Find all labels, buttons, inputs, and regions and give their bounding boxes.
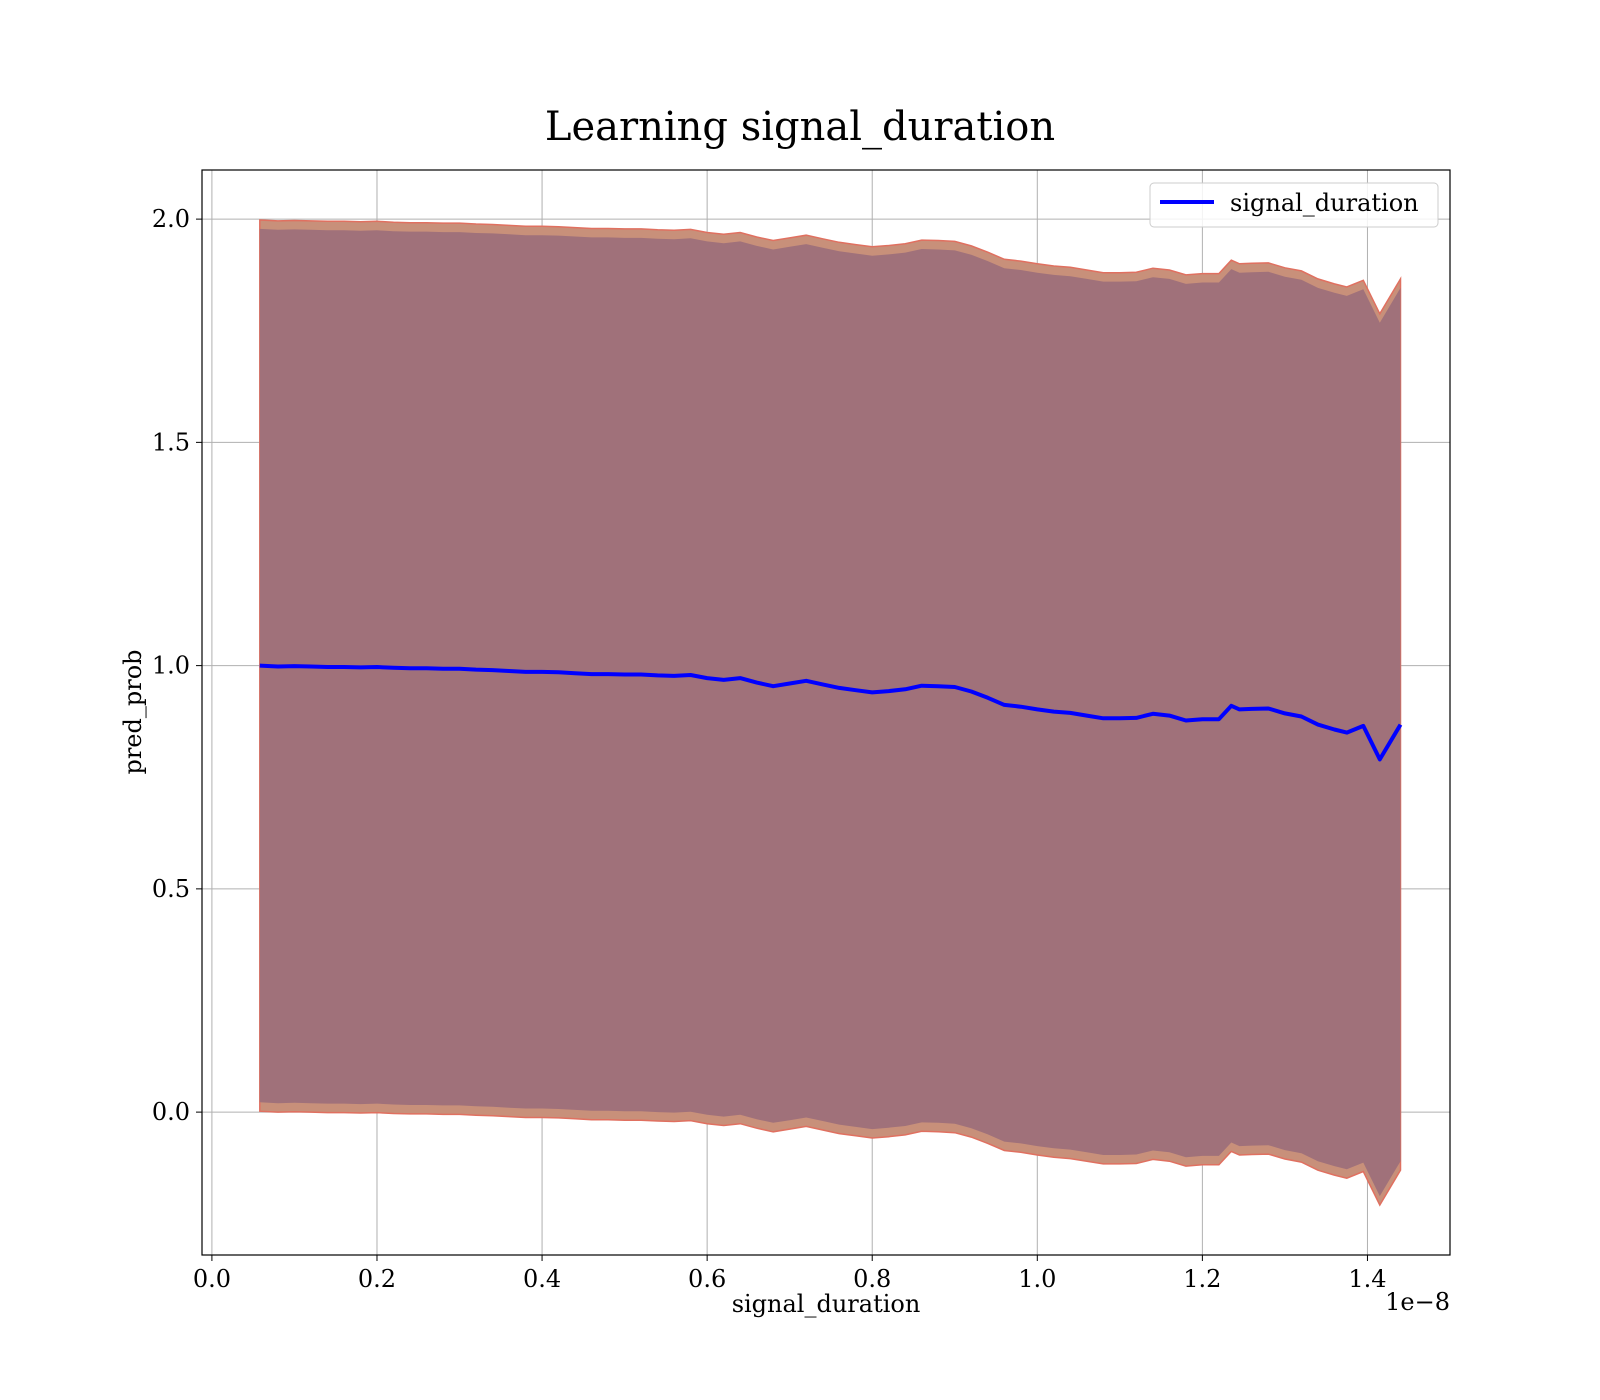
- legend: signal_duration: [1149, 182, 1439, 228]
- confidence-band: [259, 219, 1402, 1207]
- series-line-layer: [259, 663, 1403, 762]
- y-tick-label-0: 0.0: [152, 1098, 190, 1126]
- x-tick-label-4: 0.8: [853, 1265, 891, 1293]
- x-axis: 0.0 0.2 0.4 0.6 0.8 1.0 1.2 1.4: [193, 1255, 1387, 1293]
- plot-frame: [201, 169, 1451, 1256]
- band-inner: [259, 228, 1401, 1197]
- x-axis-label: signal_duration: [732, 1290, 921, 1318]
- chart-title: Learning signal_duration: [545, 104, 1055, 150]
- legend-box: [1149, 182, 1439, 228]
- x-tick-label-6: 1.2: [1183, 1265, 1221, 1293]
- y-tick-label-1: 0.5: [152, 875, 190, 903]
- x-tick-label-7: 1.4: [1348, 1265, 1386, 1293]
- x-tick-label-1: 0.2: [358, 1265, 396, 1293]
- x-axis-offset-text: 1e−8: [1385, 1288, 1450, 1316]
- x-tick-label-2: 0.4: [523, 1265, 561, 1293]
- y-axis: 0.0 0.5 1.0 1.5 2.0: [152, 205, 202, 1126]
- y-tick-label-4: 2.0: [152, 205, 190, 233]
- series-line-signal-duration: [259, 663, 1403, 762]
- y-tick-label-3: 1.5: [152, 428, 190, 456]
- x-tick-label-5: 1.0: [1018, 1265, 1056, 1293]
- y-axis-label: pred_prob: [119, 649, 147, 774]
- y-tick-label-2: 1.0: [152, 652, 190, 680]
- x-tick-label-3: 0.6: [688, 1265, 726, 1293]
- legend-label: signal_duration: [1230, 189, 1419, 217]
- x-tick-label-0: 0.0: [193, 1265, 231, 1293]
